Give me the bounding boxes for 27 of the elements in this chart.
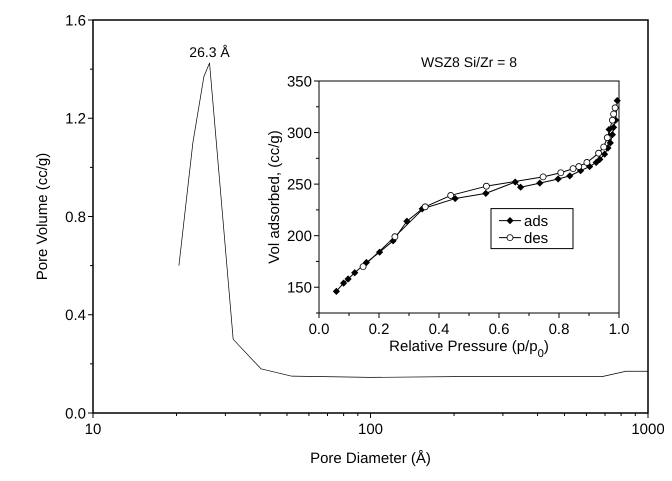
x-tick-label: 1.0 bbox=[608, 321, 630, 338]
x-tick-label: 0.6 bbox=[488, 321, 510, 338]
y-tick-label: 1.2 bbox=[65, 110, 86, 128]
y-tick-label: 250 bbox=[286, 176, 312, 194]
y-tick-label: 1.6 bbox=[65, 12, 86, 30]
x-axis-title: Relative Pressure (p/p$_{0}$) bbox=[389, 338, 549, 360]
legend-label: ads bbox=[524, 212, 548, 230]
x-tick-label: 1000 bbox=[631, 421, 665, 438]
x-tick-label: 10 bbox=[84, 421, 102, 438]
y-tick-label: 200 bbox=[286, 228, 312, 245]
y-tick-label: 0.4 bbox=[65, 307, 86, 324]
x-tick-label: 0.8 bbox=[548, 321, 570, 338]
x-tick-label: 0.0 bbox=[308, 321, 330, 338]
y-tick-label: 0.8 bbox=[65, 208, 86, 226]
x-axis-title: Pore Diameter (Å) bbox=[310, 449, 431, 467]
x-tick-label: 0.4 bbox=[428, 321, 450, 338]
y-tick-label: 150 bbox=[286, 279, 312, 296]
y-axis-title: Pore Volume (cc/g) bbox=[34, 152, 51, 280]
y-tick-label: 350 bbox=[286, 73, 312, 90]
y-tick-label: 0.0 bbox=[65, 405, 86, 422]
x-tick-label: 0.2 bbox=[368, 321, 390, 338]
y-tick-label: 300 bbox=[286, 124, 312, 142]
y-axis-title: Vol adsorbed, (cc/g) bbox=[266, 130, 283, 264]
x-tick-label: 100 bbox=[358, 421, 384, 438]
chart-title: WSZ8 Si/Zr = 8 bbox=[420, 54, 518, 70]
annotation: 26.3 Å bbox=[189, 44, 230, 60]
legend-label: des bbox=[524, 230, 548, 247]
